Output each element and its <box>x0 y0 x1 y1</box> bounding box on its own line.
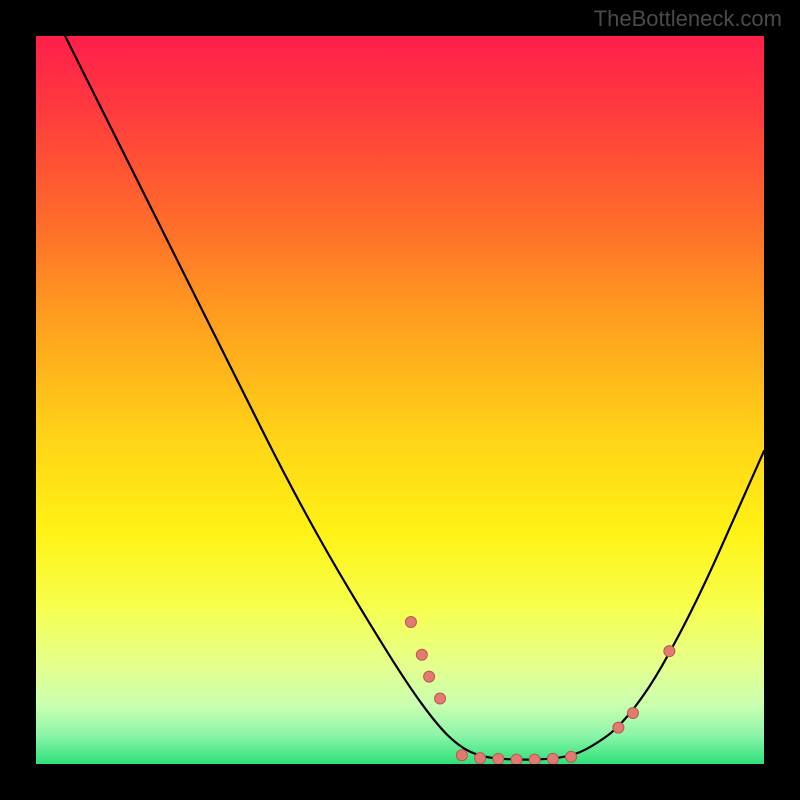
gradient-background <box>36 36 764 764</box>
data-marker <box>511 754 522 764</box>
data-marker <box>613 722 624 733</box>
data-marker <box>435 693 446 704</box>
data-marker <box>529 754 540 764</box>
data-marker <box>566 751 577 762</box>
watermark-text: TheBottleneck.com <box>594 6 782 32</box>
data-marker <box>547 753 558 764</box>
data-marker <box>416 649 427 660</box>
data-marker <box>456 750 467 761</box>
data-marker <box>493 753 504 764</box>
data-marker <box>405 617 416 628</box>
plot-area <box>36 36 764 764</box>
data-marker <box>627 708 638 719</box>
data-marker <box>475 753 486 764</box>
data-marker <box>424 671 435 682</box>
chart-svg <box>36 36 764 764</box>
data-marker <box>664 646 675 657</box>
chart-container: TheBottleneck.com <box>0 0 800 800</box>
